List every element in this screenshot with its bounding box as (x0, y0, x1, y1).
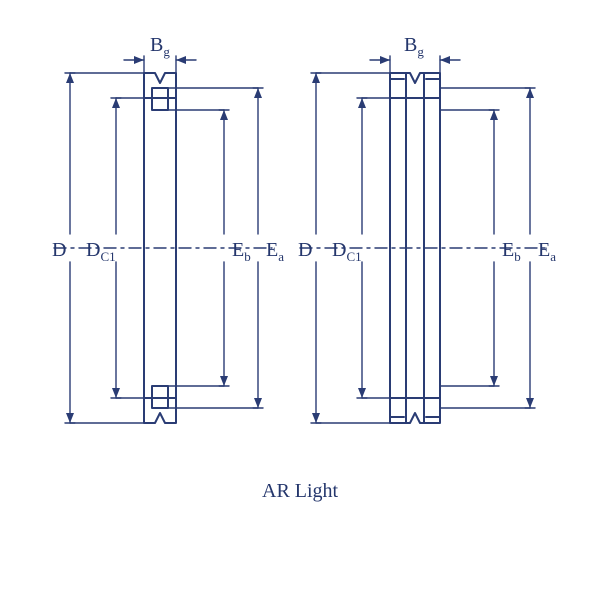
technical-drawing (0, 0, 600, 600)
dim-label-Eb-right: Eb (502, 239, 521, 265)
dim-label-Eb-left: Eb (232, 239, 251, 265)
caption: AR Light (262, 480, 338, 503)
dim-label-Dc1-left: DC1 (86, 239, 116, 265)
dim-label-D-right: D (298, 239, 312, 262)
dim-label-Ea-left: Ea (266, 239, 284, 265)
dim-label-D-left: D (52, 239, 66, 262)
dim-label-Bg-right: Bg (404, 34, 424, 60)
dim-label-Bg-left: Bg (150, 34, 170, 60)
dim-label-Dc1-right: DC1 (332, 239, 362, 265)
dim-label-Ea-right: Ea (538, 239, 556, 265)
